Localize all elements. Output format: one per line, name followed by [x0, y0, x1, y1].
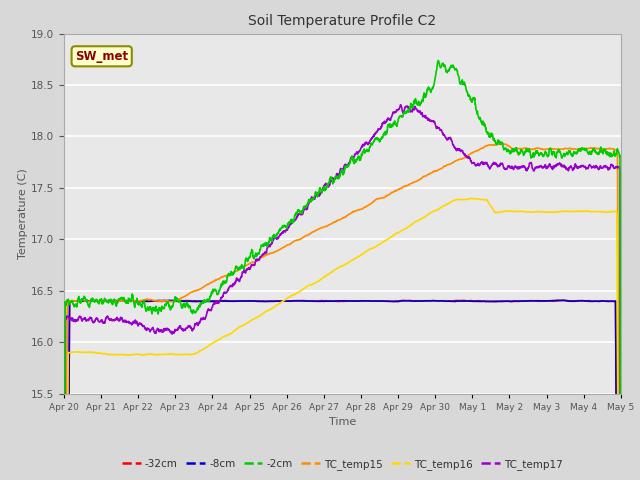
Line: TC_temp17: TC_temp17	[64, 105, 621, 480]
-32cm	[331, 299, 339, 304]
TC_temp16	[88, 350, 96, 356]
Title: Soil Temperature Profile C2: Soil Temperature Profile C2	[248, 14, 436, 28]
-2cm	[499, 142, 506, 147]
-8cm	[499, 299, 506, 304]
TC_temp17	[601, 164, 609, 169]
TC_temp17	[601, 163, 609, 169]
TC_temp15	[601, 147, 609, 153]
TC_temp16	[601, 209, 609, 215]
TC_temp16	[316, 277, 324, 283]
-32cm	[559, 298, 567, 303]
TC_temp15	[316, 225, 324, 231]
TC_temp15	[499, 141, 506, 147]
Line: -32cm: -32cm	[64, 300, 621, 480]
TC_temp16	[331, 267, 339, 273]
TC_temp17	[88, 318, 96, 324]
X-axis label: Time: Time	[329, 417, 356, 427]
-32cm	[601, 298, 609, 304]
TC_temp15	[88, 298, 96, 304]
-32cm	[601, 298, 609, 304]
TC_temp15	[601, 146, 609, 152]
TC_temp15	[499, 141, 506, 147]
Line: -2cm: -2cm	[64, 60, 621, 480]
TC_temp17	[316, 191, 324, 196]
-2cm	[88, 295, 96, 301]
-2cm	[601, 146, 609, 152]
TC_temp16	[467, 195, 474, 201]
Line: TC_temp15: TC_temp15	[64, 144, 621, 480]
-32cm	[316, 298, 324, 304]
TC_temp15	[331, 219, 339, 225]
Line: TC_temp16: TC_temp16	[64, 198, 621, 480]
-8cm	[554, 297, 562, 303]
-2cm	[435, 58, 442, 63]
-8cm	[88, 298, 96, 304]
TC_temp16	[601, 209, 609, 215]
-32cm	[499, 298, 506, 304]
Line: -8cm: -8cm	[64, 300, 621, 480]
Y-axis label: Temperature (C): Temperature (C)	[19, 168, 28, 259]
TC_temp17	[331, 176, 339, 181]
-8cm	[601, 298, 609, 304]
-8cm	[601, 298, 609, 304]
-32cm	[88, 298, 96, 304]
TC_temp16	[499, 209, 506, 215]
-2cm	[331, 175, 339, 181]
-8cm	[316, 299, 324, 304]
-2cm	[316, 185, 324, 191]
-2cm	[601, 148, 609, 154]
Text: SW_met: SW_met	[75, 50, 128, 63]
TC_temp17	[499, 161, 506, 167]
TC_temp17	[397, 102, 404, 108]
-8cm	[331, 298, 339, 304]
Legend: -32cm, -8cm, -2cm, TC_temp15, TC_temp16, TC_temp17: -32cm, -8cm, -2cm, TC_temp15, TC_temp16,…	[118, 455, 567, 474]
